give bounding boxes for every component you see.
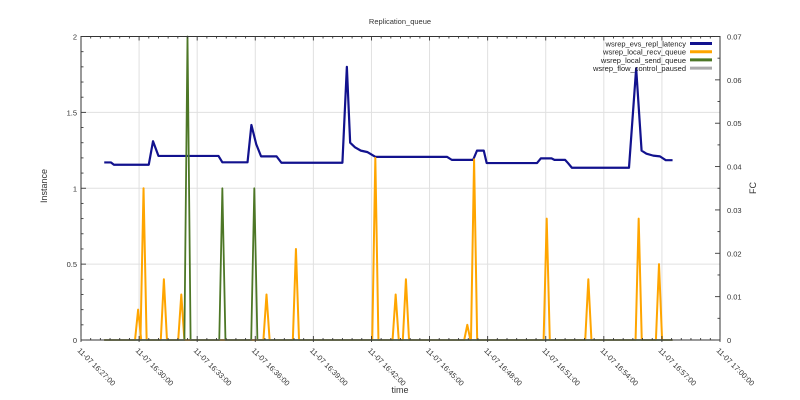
- axis-ticks: [80, 36, 721, 342]
- x-tick-label: 11-07 16:27:00: [76, 346, 118, 388]
- legend-label-flow-control-paused: wsrep_flow_control_paused: [592, 64, 686, 73]
- y2-tick-label: 0.06: [727, 76, 742, 85]
- series-wsrep_local_send_queue: [104, 35, 673, 341]
- x-tick-label: 11-07 17:00:00: [715, 346, 757, 388]
- x-tick-label: 11-07 16:57:00: [656, 346, 698, 388]
- y2-tick-label: 0: [727, 336, 731, 345]
- y2-tick-label: 0.01: [727, 293, 742, 302]
- x-tick-label: 11-07 16:42:00: [366, 346, 408, 388]
- x-tick-label: 11-07 16:48:00: [482, 346, 524, 388]
- y2-axis-label: FC: [748, 182, 758, 194]
- y2-tick-label: 0.03: [727, 206, 742, 215]
- legend-label-local-send-queue: wsrep_local_send_queue: [600, 56, 686, 65]
- y2-tick-label: 0.05: [727, 119, 742, 128]
- series-wsrep_evs_repl_latency: [104, 65, 673, 169]
- y2-tick-label: 0.07: [727, 33, 742, 42]
- y-axis-label: Instance: [39, 169, 49, 203]
- y-tick-label: 1.5: [67, 108, 77, 117]
- x-tick-label: 11-07 16:30:00: [134, 346, 176, 388]
- series-wsrep_local_recv_queue: [104, 156, 673, 341]
- x-axis-label: time: [391, 385, 408, 395]
- grid-lines: [81, 36, 720, 340]
- x-tick-label: 11-07 16:54:00: [598, 346, 640, 388]
- x-tick-label: 11-07 16:36:00: [250, 346, 292, 388]
- x-tick-label: 11-07 16:33:00: [192, 346, 234, 388]
- x-tick-label: 11-07 16:45:00: [424, 346, 466, 388]
- axis-tick-labels: 11-07 16:27:00 11-07 16:30:00 11-07 16:33:…: [67, 33, 757, 388]
- legend-label-evs-repl-latency: wsrep_evs_repl_latency: [605, 40, 687, 49]
- chart-title: Replication_queue: [369, 17, 431, 26]
- y-tick-label: 0: [73, 336, 77, 345]
- y-tick-label: 0.5: [67, 260, 77, 269]
- y-tick-label: 2: [73, 33, 77, 42]
- legend-label-local-recv-queue: wsrep_local_recv_queue: [602, 48, 686, 57]
- legend: wsrep_evs_repl_latency wsrep_local_recv_…: [592, 40, 712, 73]
- y2-tick-label: 0.02: [727, 249, 742, 258]
- x-tick-label: 11-07 16:39:00: [308, 346, 350, 388]
- x-tick-label: 11-07 16:51:00: [540, 346, 582, 388]
- y2-tick-label: 0.04: [727, 163, 742, 172]
- y-tick-label: 1: [73, 184, 77, 193]
